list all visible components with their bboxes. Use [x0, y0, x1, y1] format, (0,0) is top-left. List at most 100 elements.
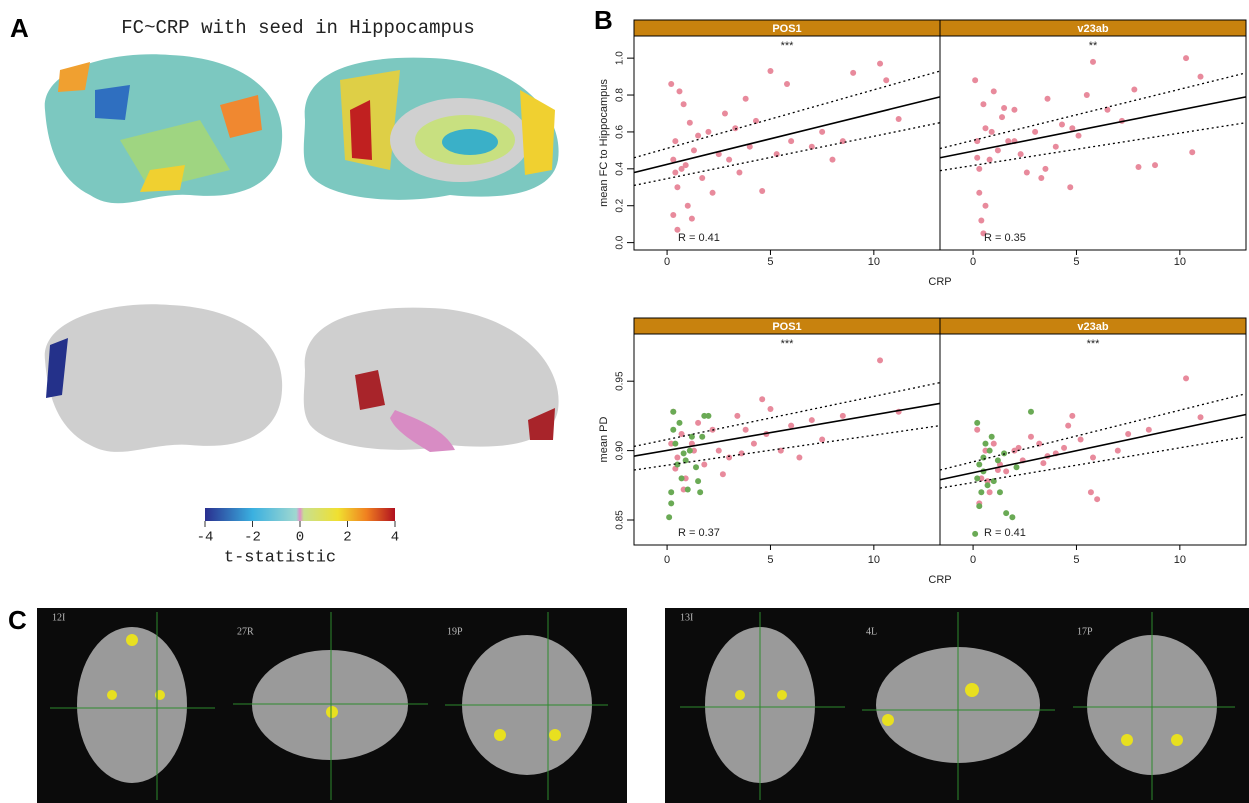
point	[974, 420, 980, 426]
point	[670, 427, 676, 433]
point	[1053, 144, 1059, 150]
x-tick-label: 10	[868, 256, 880, 268]
point	[681, 450, 687, 456]
point	[1198, 414, 1204, 420]
point	[999, 114, 1005, 120]
slice-label: 27R	[237, 626, 254, 637]
point	[1152, 162, 1158, 168]
point	[974, 427, 980, 433]
y-tick-label: 1.0	[615, 51, 626, 65]
x-tick-label: 5	[767, 554, 773, 566]
panel-label: A	[10, 13, 29, 43]
point	[674, 184, 680, 190]
point	[1183, 55, 1189, 61]
plot-frame	[634, 334, 940, 545]
point	[672, 441, 678, 447]
point	[751, 441, 757, 447]
r-label: R = 0.41	[984, 527, 1026, 539]
point	[987, 489, 993, 495]
point	[674, 455, 680, 461]
x-tick-label: 10	[1174, 256, 1186, 268]
point	[997, 489, 1003, 495]
point	[699, 434, 705, 440]
point	[695, 420, 701, 426]
significance: **	[1089, 40, 1098, 52]
panel-label: B	[594, 5, 613, 35]
point	[699, 175, 705, 181]
point	[668, 500, 674, 506]
x-tick-label: 0	[970, 256, 976, 268]
point	[681, 101, 687, 107]
x-tick-label: 0	[970, 554, 976, 566]
point	[1183, 375, 1189, 381]
point	[1115, 448, 1121, 454]
point	[1090, 455, 1096, 461]
point	[687, 448, 693, 454]
significance: ***	[781, 338, 795, 350]
point	[1076, 133, 1082, 139]
point	[1125, 431, 1131, 437]
point	[1090, 59, 1096, 65]
x-tick-label: 5	[1073, 554, 1079, 566]
point	[978, 217, 984, 223]
point	[995, 457, 1001, 463]
y-axis-label: mean FC to Hippocampus	[598, 79, 610, 207]
x-tick-label: 0	[664, 256, 670, 268]
point	[672, 138, 678, 144]
point	[976, 190, 982, 196]
point	[972, 77, 978, 83]
r-label: R = 0.37	[678, 527, 720, 539]
point	[896, 116, 902, 122]
point	[1084, 92, 1090, 98]
point	[1024, 170, 1030, 176]
point	[1045, 96, 1051, 102]
point	[1028, 434, 1034, 440]
point	[1094, 496, 1100, 502]
point	[683, 162, 689, 168]
point	[736, 170, 742, 176]
figure: A B C FC~CRP with seed in Hippocampus t-…	[0, 0, 1249, 803]
point	[982, 441, 988, 447]
point	[705, 129, 711, 135]
point	[672, 170, 678, 176]
point	[1067, 184, 1073, 190]
x-tick-label: 5	[1073, 256, 1079, 268]
point	[796, 455, 802, 461]
point	[668, 489, 674, 495]
point	[1038, 175, 1044, 181]
facet-title: v23ab	[1077, 321, 1108, 333]
y-tick-label: 0.8	[615, 88, 626, 102]
point	[1088, 489, 1094, 495]
brain-surfaces	[45, 54, 559, 452]
point	[883, 77, 889, 83]
point	[788, 423, 794, 429]
colorbar-tick-label: 2	[343, 530, 351, 546]
x-tick-label: 10	[1174, 554, 1186, 566]
point	[743, 427, 749, 433]
point	[668, 81, 674, 87]
point	[759, 188, 765, 194]
point	[976, 166, 982, 172]
significance: ***	[1087, 338, 1101, 350]
fit-line	[634, 403, 940, 456]
point	[788, 138, 794, 144]
point	[976, 461, 982, 467]
point	[732, 125, 738, 131]
point	[720, 471, 726, 477]
point	[995, 147, 1001, 153]
r-label: R = 0.41	[678, 232, 720, 244]
point	[697, 489, 703, 495]
point	[685, 486, 691, 492]
point	[985, 482, 991, 488]
point	[710, 190, 716, 196]
point	[1014, 464, 1020, 470]
point	[877, 357, 883, 363]
point	[991, 441, 997, 447]
colorbar-tick-label: -2	[244, 530, 261, 546]
r-label: R = 0.35	[984, 232, 1026, 244]
slice-label: 17P	[1077, 626, 1093, 637]
point	[691, 147, 697, 153]
point	[1001, 105, 1007, 111]
point	[850, 70, 856, 76]
point	[767, 68, 773, 74]
